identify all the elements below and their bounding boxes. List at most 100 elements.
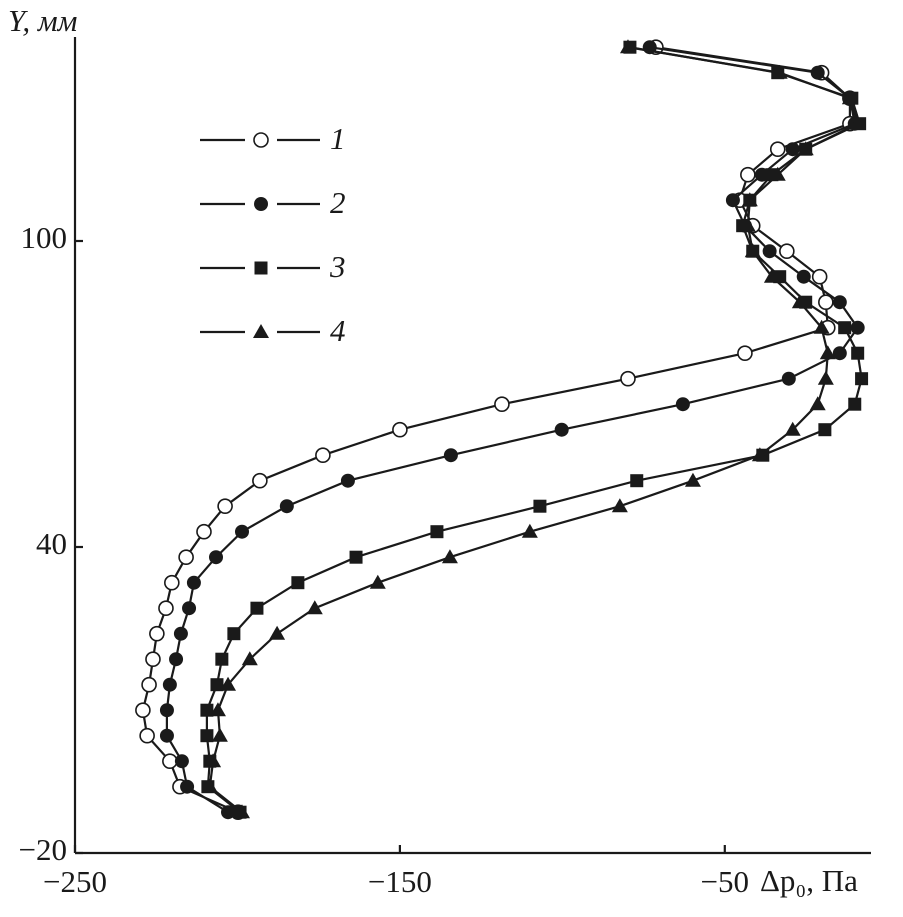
marker	[809, 396, 826, 411]
marker	[145, 651, 161, 668]
marker	[810, 65, 825, 80]
marker	[234, 524, 249, 539]
legend-marker	[253, 132, 269, 148]
marker	[200, 703, 214, 717]
marker	[739, 217, 756, 232]
marker	[252, 472, 268, 489]
marker	[211, 727, 228, 742]
marker	[210, 678, 224, 692]
marker	[149, 625, 165, 642]
marker	[769, 166, 786, 181]
series-line	[165, 46, 860, 814]
marker	[832, 346, 847, 361]
marker	[441, 549, 458, 564]
marker	[241, 651, 258, 666]
marker	[162, 753, 178, 770]
marker	[744, 243, 761, 258]
marker	[675, 397, 690, 412]
legend-marker	[253, 324, 269, 338]
marker	[217, 498, 233, 515]
legend-label: 2	[330, 185, 346, 220]
marker	[796, 269, 811, 284]
marker	[813, 319, 830, 334]
series-line	[141, 46, 851, 814]
marker	[174, 754, 189, 769]
marker	[725, 193, 740, 208]
legend-marker	[254, 261, 268, 275]
y-tick-label: 40	[36, 526, 67, 561]
marker	[620, 370, 636, 387]
marker	[832, 295, 847, 310]
marker	[182, 601, 197, 616]
marker	[784, 421, 801, 436]
marker	[741, 192, 758, 207]
marker	[369, 574, 386, 589]
marker	[392, 421, 408, 438]
x-tick-label: −250	[43, 864, 107, 899]
marker	[315, 447, 331, 464]
marker	[306, 600, 323, 615]
marker	[630, 474, 644, 488]
marker	[209, 550, 224, 565]
marker	[533, 499, 547, 513]
series-line	[208, 46, 860, 814]
marker	[178, 549, 194, 566]
marker	[848, 397, 862, 411]
marker	[763, 268, 780, 283]
marker	[233, 804, 250, 819]
marker	[340, 473, 355, 488]
marker	[851, 346, 865, 360]
marker	[751, 447, 768, 462]
marker	[818, 294, 834, 311]
marker	[762, 244, 777, 259]
marker	[797, 141, 814, 156]
marker	[200, 729, 214, 743]
marker	[554, 422, 569, 437]
marker	[205, 753, 222, 768]
x-tick-label: −50	[701, 864, 749, 899]
marker	[817, 370, 834, 385]
marker	[221, 805, 236, 820]
marker	[430, 525, 444, 539]
marker	[158, 600, 174, 617]
marker	[819, 345, 836, 360]
marker	[349, 550, 363, 564]
x-tick-label: −150	[368, 864, 432, 899]
marker	[215, 652, 229, 666]
legend-label: 3	[329, 249, 346, 284]
y-axis-label: Y, мм	[8, 3, 77, 38]
marker	[769, 141, 786, 157]
marker	[164, 574, 180, 591]
marker	[494, 396, 510, 413]
marker	[227, 627, 241, 641]
marker	[619, 39, 636, 54]
marker	[838, 321, 852, 335]
marker	[180, 779, 195, 794]
marker	[209, 702, 226, 717]
marker	[162, 677, 177, 692]
marker	[201, 778, 218, 793]
marker	[811, 268, 828, 285]
marker	[186, 575, 201, 590]
marker	[781, 371, 796, 386]
marker	[291, 576, 305, 590]
marker	[737, 345, 753, 362]
marker	[159, 703, 174, 718]
marker	[139, 727, 155, 744]
marker	[791, 294, 808, 309]
marker	[849, 115, 866, 130]
marker	[684, 472, 701, 487]
marker	[771, 64, 788, 79]
marker	[135, 702, 151, 719]
marker	[159, 728, 174, 743]
marker	[855, 372, 869, 386]
marker	[279, 499, 294, 514]
marker	[250, 601, 264, 615]
y-tick-label: −20	[19, 832, 67, 867]
marker	[521, 523, 538, 538]
marker	[173, 626, 188, 641]
marker	[220, 676, 237, 691]
marker	[141, 676, 157, 693]
marker	[818, 423, 832, 437]
